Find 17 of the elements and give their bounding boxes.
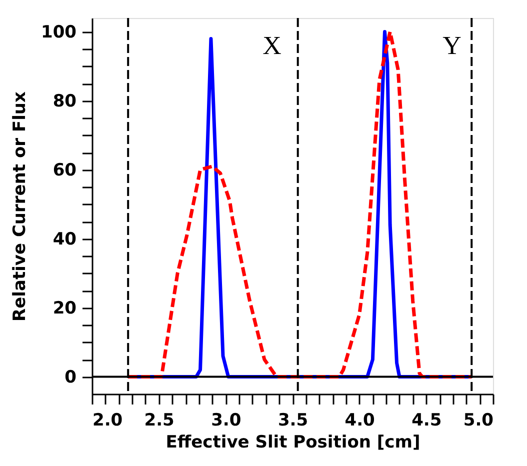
x-tick-label: 3.0 <box>211 410 242 430</box>
x-tick-label: 2.0 <box>92 410 123 430</box>
y-tick-label: 100 <box>41 22 77 42</box>
y-axis-title: Relative Current or Flux <box>10 92 30 322</box>
x-tick-label: 5.0 <box>463 410 494 430</box>
annotation: X <box>262 31 282 60</box>
x-tick-label: 3.5 <box>278 410 308 430</box>
y-tick-label: 40 <box>52 229 77 250</box>
y-tick-label: 20 <box>52 298 77 318</box>
x-tick-label: 4.0 <box>344 410 376 430</box>
x-axis-title: Effective Slit Position [cm] <box>166 432 420 452</box>
y-tick-label: 80 <box>52 91 77 112</box>
x-tick-label: 4.5 <box>412 410 442 430</box>
annotation: Y <box>442 31 462 60</box>
y-tick-label: 0 <box>64 367 77 388</box>
x-tick-label: 2.5 <box>144 410 174 430</box>
y-tick-label: 60 <box>52 160 77 180</box>
